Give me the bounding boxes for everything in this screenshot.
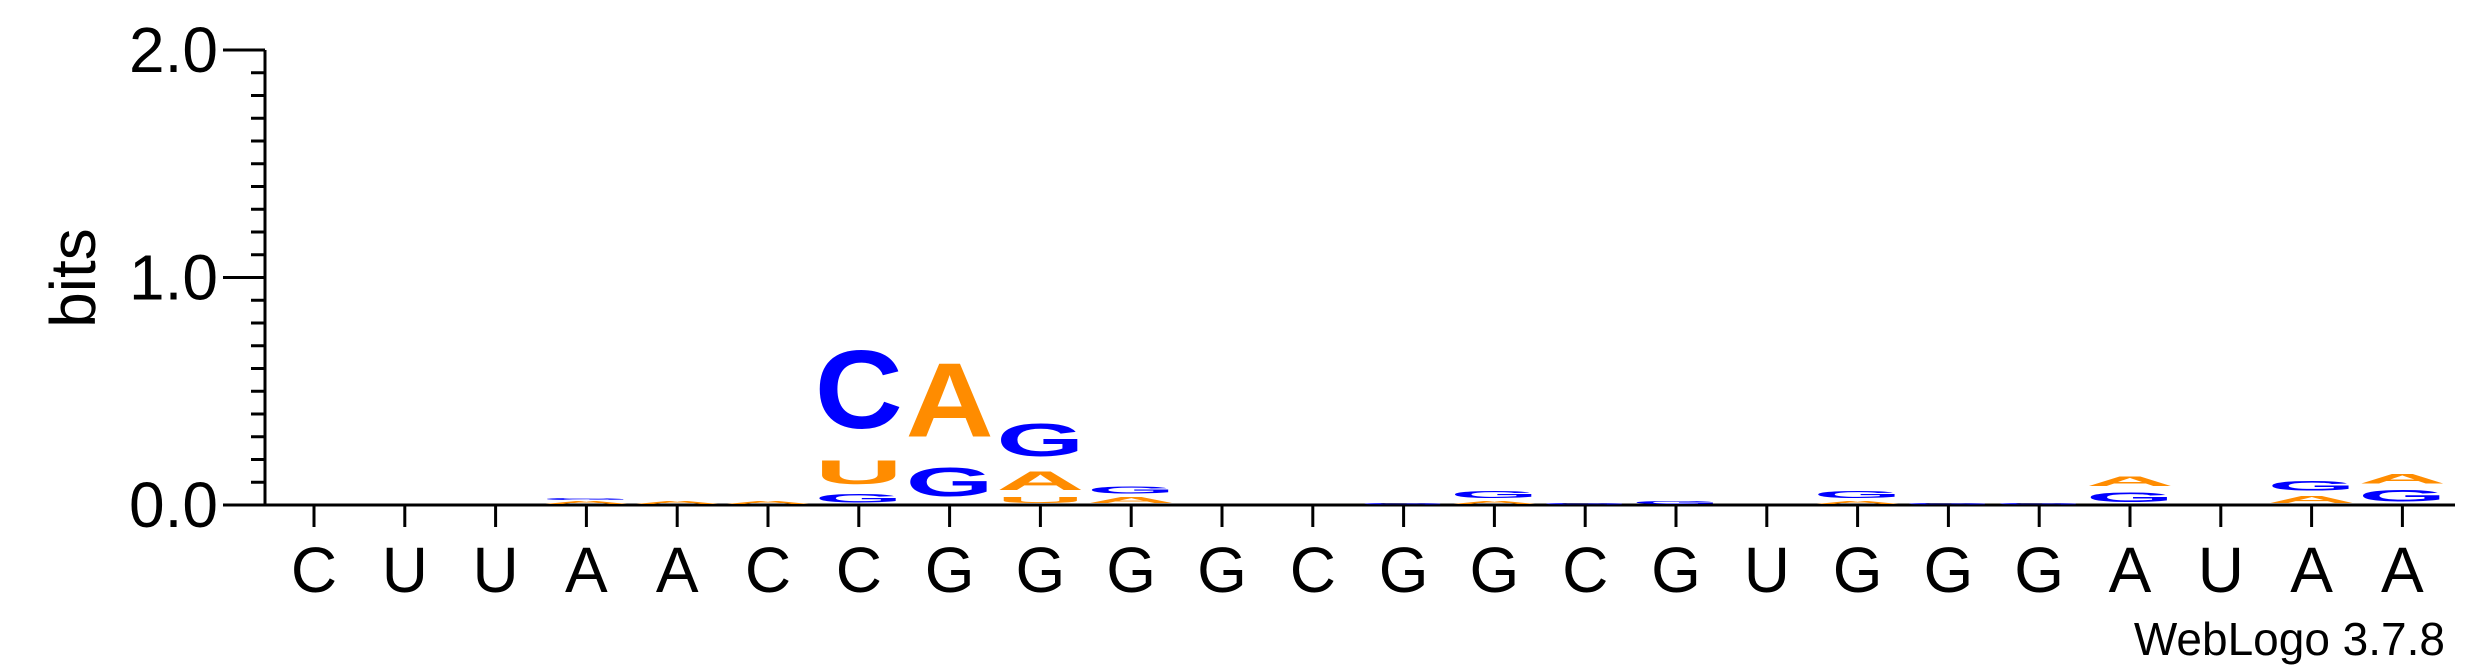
- x-tick-label: C: [1290, 534, 1336, 606]
- x-tick-label: C: [745, 534, 791, 606]
- x-tick-label: G: [1106, 534, 1156, 606]
- x-tick-label: G: [1651, 534, 1701, 606]
- x-tick-label: C: [1562, 534, 1608, 606]
- logo-letter-A: A: [633, 500, 721, 505]
- logo-letter-A: A: [724, 500, 812, 505]
- logo-letter-A: A: [1814, 500, 1902, 505]
- logo-letter-A: A: [2358, 471, 2446, 487]
- x-tick-label: A: [565, 534, 608, 606]
- logo-letter-A: A: [2268, 494, 2356, 505]
- x-tick-label: G: [1470, 534, 1520, 606]
- x-tick-label: A: [2381, 534, 2424, 606]
- logo-letter-A: A: [1087, 496, 1175, 505]
- x-tick-label: G: [1197, 534, 1247, 606]
- logo-letter-G: G: [1995, 503, 2083, 505]
- logo-letter-C: C: [815, 327, 903, 452]
- logo-letter-A: A: [542, 500, 630, 505]
- logo-letter-G: G: [1814, 489, 1902, 500]
- x-tick-label: G: [1016, 534, 1066, 606]
- y-axis-label: bits: [37, 228, 109, 328]
- logo-letter-G: G: [2086, 489, 2174, 505]
- logo-letter-G: G: [1632, 500, 1720, 505]
- x-tick-label: A: [656, 534, 699, 606]
- logo-letter-A: A: [2086, 473, 2174, 489]
- x-tick-label: G: [1833, 534, 1883, 606]
- x-tick-label: A: [2290, 534, 2333, 606]
- y-axis-ticks: 0.0 1.0 2.0: [129, 14, 265, 541]
- x-tick-label: G: [1924, 534, 1974, 606]
- y-tick-label: 2.0: [129, 14, 218, 86]
- x-tick-label: U: [382, 534, 428, 606]
- logo-letter-G: G: [996, 414, 1084, 466]
- weblogo-version: WebLogo 3.7.8: [2134, 613, 2445, 665]
- x-tick-label: A: [2109, 534, 2152, 606]
- logo-letter-G: G: [1450, 489, 1538, 500]
- y-axis: 0.0 1.0 2.0 bits: [37, 14, 267, 541]
- logo-letter-A: A: [906, 342, 994, 460]
- x-tick-label: U: [472, 534, 518, 606]
- x-tick-label: U: [2198, 534, 2244, 606]
- x-tick-label: C: [836, 534, 882, 606]
- y-tick-label: 0.0: [129, 469, 218, 541]
- logo-letter-G: G: [906, 460, 994, 505]
- logo-letter-G: G: [2268, 478, 2356, 494]
- logo-letter-G: G: [1904, 503, 1992, 505]
- x-tick-label: G: [2014, 534, 2064, 606]
- logo-letter-U: U: [996, 496, 1084, 505]
- x-tick-label: G: [1379, 534, 1429, 606]
- logo-letter-G: G: [2358, 487, 2446, 505]
- logo-letter-G: G: [1360, 503, 1448, 505]
- y-tick-label: 1.0: [129, 242, 218, 314]
- x-tick-label: G: [925, 534, 975, 606]
- logo-letter-A: A: [996, 466, 1084, 496]
- logo-letter-U: U: [815, 453, 903, 492]
- logo-letter-A: A: [1450, 500, 1538, 505]
- x-tick-label: U: [1744, 534, 1790, 606]
- x-tick-label: C: [291, 534, 337, 606]
- logo-letter-G: G: [1541, 503, 1629, 505]
- logo-letter-G: G: [1087, 485, 1175, 496]
- logo-letter-G: G: [815, 491, 903, 505]
- logo-letter-G: G: [542, 497, 630, 500]
